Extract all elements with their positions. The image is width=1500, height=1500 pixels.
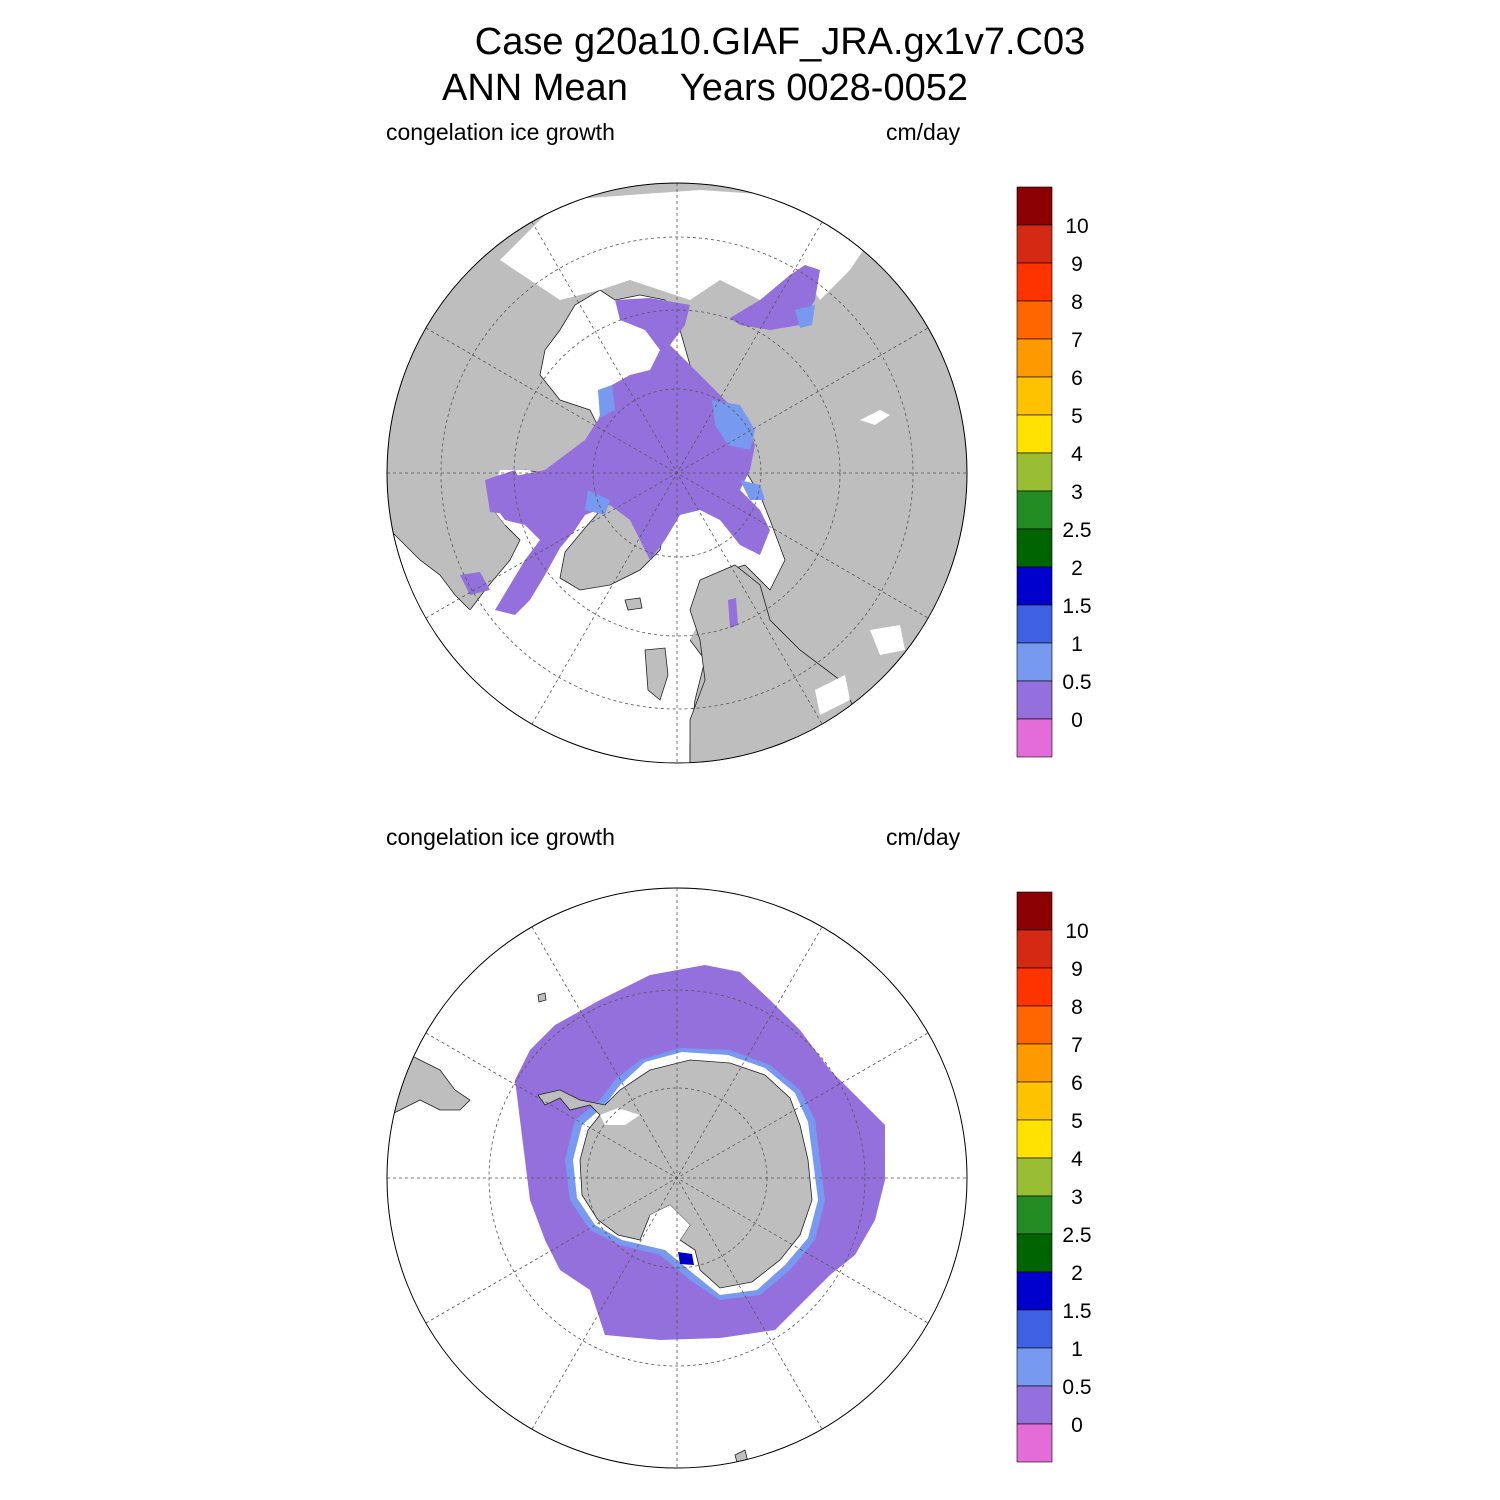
colorbar-swatch [1016, 262, 1053, 302]
north-colorbar: 10 9 8 7 6 5 4 3 2.5 2 1.5 1 0.5 0 [1016, 186, 1092, 758]
colorbar-tick-label: 4 [1071, 443, 1083, 466]
colorbar-tick-label: 8 [1071, 996, 1083, 1019]
colorbar-tick-label: 6 [1071, 367, 1083, 390]
kara-sea-ice-band [712, 400, 755, 450]
south-panel-units-label: cm/day [886, 824, 961, 850]
colorbar-tick-label: 10 [1065, 215, 1088, 238]
colorbar-swatch [1016, 376, 1053, 416]
north-polar-map [387, 183, 967, 763]
colorbar-tick-label: 3 [1071, 1186, 1083, 1209]
colorbar-tick-label: 5 [1071, 1110, 1083, 1133]
inland-sea [860, 410, 890, 425]
south-colorbar: 10 9 8 7 6 5 4 3 2.5 2 1.5 1 0.5 0 [1016, 891, 1092, 1463]
colorbar-swatch [1016, 929, 1053, 969]
colorbar-swatch [1016, 967, 1053, 1007]
baltic-ice [728, 598, 738, 628]
north-panel-variable-label: congelation ice growth [386, 119, 615, 145]
colorbar-swatch [1016, 1347, 1053, 1387]
colorbar-tick-label: 5 [1071, 405, 1083, 428]
british-isles [644, 647, 669, 701]
south-polar-map [387, 888, 967, 1468]
labrador-ice [460, 572, 490, 595]
colorbar-swatch [1016, 1271, 1053, 1311]
colorbar-tick-label: 2.5 [1062, 1224, 1091, 1247]
colorbar-swatch [1016, 891, 1053, 931]
ross-ice-shelf-gap [645, 1205, 690, 1250]
iceland [624, 597, 643, 611]
south-georgia [537, 992, 547, 1003]
colorbar-tick-label: 2 [1071, 1262, 1083, 1285]
colorbar-tick-label: 2 [1071, 557, 1083, 580]
barents-ice-band [740, 480, 765, 500]
colorbar-tick-label: 0.5 [1062, 671, 1091, 694]
colorbar-swatch [1016, 680, 1053, 720]
colorbar-tick-label: 6 [1071, 1072, 1083, 1095]
south-graticule [387, 888, 967, 1468]
colorbar-tick-label: 0.5 [1062, 1376, 1091, 1399]
arctic-sea-ice [490, 298, 770, 615]
north-map-border [386, 182, 968, 764]
baffin-ice-band [585, 490, 610, 515]
weddell-ice-shelf-gap [600, 1108, 640, 1125]
colorbar-swatch [1016, 414, 1053, 454]
caspian-sea [870, 625, 905, 655]
colorbar-tick-label: 9 [1071, 958, 1083, 981]
black-sea [815, 675, 850, 715]
colorbar-swatch [1016, 1309, 1053, 1349]
colorbar-tick-label: 2.5 [1062, 519, 1091, 542]
colorbar-swatch [1016, 528, 1053, 568]
south-panel-variable-label: congelation ice growth [386, 824, 615, 850]
colorbar-swatch [1016, 300, 1053, 340]
colorbar-tick-label: 10 [1065, 920, 1088, 943]
colorbar-swatch [1016, 1005, 1053, 1045]
colorbar-tick-label: 9 [1071, 253, 1083, 276]
colorbar-swatch [1016, 604, 1053, 644]
north-graticule [387, 183, 967, 763]
colorbar-swatch [1016, 1081, 1053, 1121]
colorbar-tick-label: 7 [1071, 1034, 1083, 1057]
colorbar-swatch [1016, 1423, 1053, 1463]
figure-title-line1: Case g20a10.GIAF_JRA.gx1v7.C03 [474, 21, 1086, 63]
colorbar-tick-label: 0 [1071, 1414, 1083, 1437]
colorbar-swatch [1016, 642, 1053, 682]
colorbar-tick-label: 4 [1071, 1148, 1083, 1171]
colorbar-swatch [1016, 566, 1053, 606]
colorbar-tick-label: 1 [1071, 633, 1083, 656]
colorbar-swatch [1016, 1043, 1053, 1083]
colorbar-swatch [1016, 718, 1053, 758]
colorbar-tick-label: 1.5 [1062, 1300, 1091, 1323]
south-map-border [386, 887, 968, 1469]
colorbar-tick-label: 3 [1071, 481, 1083, 504]
north-pacific-gap [500, 190, 870, 300]
colorbar-swatch [1016, 1195, 1053, 1235]
colorbar-swatch [1016, 452, 1053, 492]
okhotsk-ice-band [795, 305, 815, 328]
figure-title-line2: ANN Mean Years 0028-0052 [441, 67, 968, 109]
colorbar-swatch [1016, 224, 1053, 264]
colorbar-swatch [1016, 1157, 1053, 1197]
colorbar-swatch [1016, 490, 1053, 530]
colorbar-tick-label: 1 [1071, 1338, 1083, 1361]
colorbar-tick-label: 0 [1071, 709, 1083, 732]
hudson-bay-ice [485, 470, 525, 515]
north-panel-units-label: cm/day [886, 119, 961, 145]
colorbar-tick-label: 8 [1071, 291, 1083, 314]
beaufort-ice-band [598, 385, 615, 418]
colorbar-tick-label: 1.5 [1062, 595, 1091, 618]
colorbar-swatch [1016, 1119, 1053, 1159]
colorbar-tick-label: 7 [1071, 329, 1083, 352]
colorbar-swatch [1016, 1385, 1053, 1425]
ross-sea-high-growth-spot [678, 1252, 694, 1265]
colorbar-swatch [1016, 1233, 1053, 1273]
colorbar-swatch [1016, 186, 1053, 226]
colorbar-swatch [1016, 338, 1053, 378]
